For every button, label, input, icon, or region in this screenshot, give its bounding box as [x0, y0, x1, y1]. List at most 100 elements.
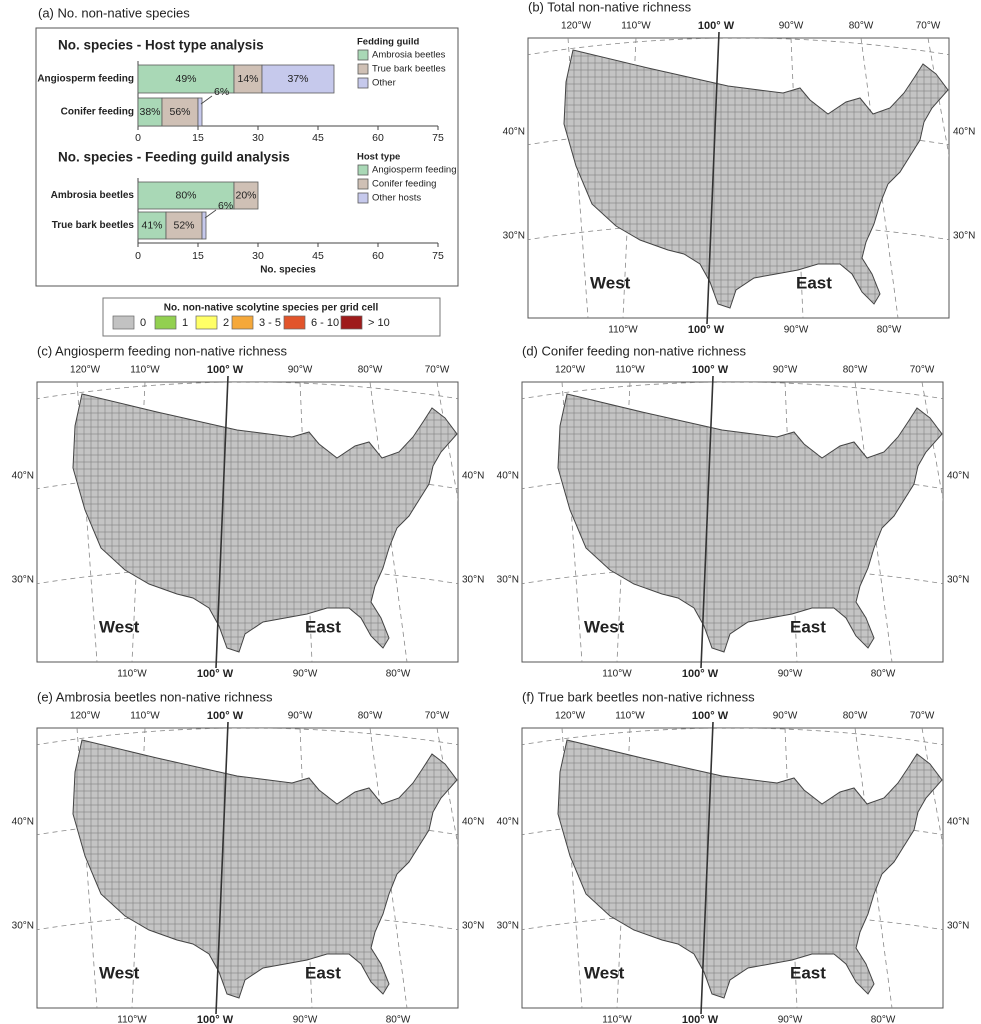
x-tick-label: 60 [372, 250, 384, 262]
bar-segment [233, 64, 263, 94]
region-label: West [584, 963, 625, 982]
lon-label: 80°W [877, 325, 902, 336]
legend-label: > 10 [368, 317, 390, 329]
lat-label: 40°N [503, 127, 525, 138]
lon-label: 90°W [288, 365, 313, 376]
graticule-parallel [522, 912, 943, 931]
leader-line [200, 95, 213, 105]
us-grid-cells [72, 393, 458, 653]
lat-label: 40°N [12, 817, 34, 828]
legend-swatch [340, 315, 363, 330]
bar-segment [201, 211, 207, 240]
bar-segment [261, 64, 335, 94]
category-label: True bark beetles [52, 220, 135, 231]
lon-label: 80°W [843, 365, 868, 376]
share-label: 14% [237, 73, 258, 85]
lat-label: 30°N [497, 575, 519, 586]
x-tick-label: 0 [135, 250, 141, 262]
x-tick-label: 75 [432, 132, 444, 144]
graticule-parallel [528, 38, 949, 56]
region-label: East [790, 617, 826, 636]
graticule-parallel [37, 566, 458, 585]
us-grid-cells [557, 739, 943, 999]
lon-label: 90°W [784, 325, 809, 336]
lon-label: 110°W [117, 669, 147, 680]
map-title: (e) Ambrosia beetles non-native richness [37, 689, 273, 704]
x-tick-label: 15 [192, 250, 204, 262]
x-tick-label: 75 [432, 250, 444, 262]
lon-label: 80°W [843, 711, 868, 722]
map-body [37, 382, 458, 662]
lon-label: 100° W [207, 364, 244, 376]
graticule-meridian [790, 38, 804, 318]
category-label: Conifer feeding [61, 107, 134, 118]
lat-label: 40°N [953, 127, 975, 138]
lon-label: 110°W [117, 1015, 147, 1024]
lon-label: 70°W [916, 21, 941, 32]
x-axis-label: No. species [260, 265, 316, 276]
x-tick-label: 45 [312, 132, 324, 144]
region-label: East [796, 273, 832, 292]
legend-label: 3 - 5 [259, 317, 281, 329]
map-title: (c) Angiosperm feeding non-native richne… [37, 343, 288, 358]
legend-title: Fedding guild [357, 37, 419, 48]
lon-label: 80°W [358, 711, 383, 722]
region-label: East [790, 963, 826, 982]
graticule-parallel [37, 728, 458, 746]
lon-label: 80°W [386, 1015, 411, 1024]
share-label: 37% [287, 73, 308, 85]
legend-label: Other hosts [372, 193, 421, 204]
lon-label: 110°W [615, 365, 645, 376]
lat-label: 40°N [497, 817, 519, 828]
lon-label: 80°W [871, 1015, 896, 1024]
region-label: West [584, 617, 625, 636]
lon-label: 70°W [425, 711, 450, 722]
bar-segment [137, 181, 235, 210]
chart-title: No. species - Host type analysis [58, 38, 264, 53]
lon-label: 120°W [555, 711, 586, 722]
lon-label: 90°W [778, 1015, 803, 1024]
graticule-meridian [854, 382, 893, 662]
legend-label: Conifer feeding [372, 179, 436, 190]
lon-label: 120°W [70, 711, 101, 722]
legend-label: Angiosperm feeding [372, 165, 457, 176]
legend-swatch [195, 315, 218, 330]
legend-title: No. non-native scolytine species per gri… [164, 303, 379, 314]
graticule-parallel [522, 382, 943, 400]
lat-label: 30°N [947, 921, 969, 932]
legend-swatch [357, 63, 369, 75]
lat-label: 30°N [462, 575, 484, 586]
share-label: 49% [175, 73, 196, 85]
region-label: East [305, 963, 341, 982]
legend-swatch [154, 315, 177, 330]
lon-label: 100° W [197, 668, 234, 680]
lon-label: 110°W [130, 365, 160, 376]
lon-label: 80°W [871, 669, 896, 680]
x-tick-label: 15 [192, 132, 204, 144]
category-label: Angiosperm feeding [37, 74, 134, 85]
lon-label: 80°W [386, 669, 411, 680]
lon-label: 90°W [778, 669, 803, 680]
lat-label: 30°N [947, 575, 969, 586]
lat-label: 40°N [12, 471, 34, 482]
panel-frame [35, 27, 459, 287]
lon-label: 100° W [682, 1014, 719, 1024]
legend-label: Ambrosia beetles [372, 50, 446, 61]
map-body [528, 38, 949, 318]
graticule-meridian [854, 728, 893, 1008]
bar-segment [137, 64, 235, 94]
map-title: (b) Total non-native richness [528, 0, 692, 14]
lon-label: 90°W [779, 21, 804, 32]
graticule-parallel [522, 728, 943, 746]
legend-label: 6 - 10 [311, 317, 339, 329]
lon-label: 100° W [692, 710, 729, 722]
lon-label: 70°W [910, 711, 935, 722]
legend-swatch [112, 315, 135, 330]
region-label: West [99, 963, 140, 982]
graticule-meridian [299, 382, 313, 662]
meridian-100w [215, 375, 229, 669]
region-label: West [99, 617, 140, 636]
meridian-100w [700, 375, 714, 669]
lon-label: 110°W [615, 711, 645, 722]
